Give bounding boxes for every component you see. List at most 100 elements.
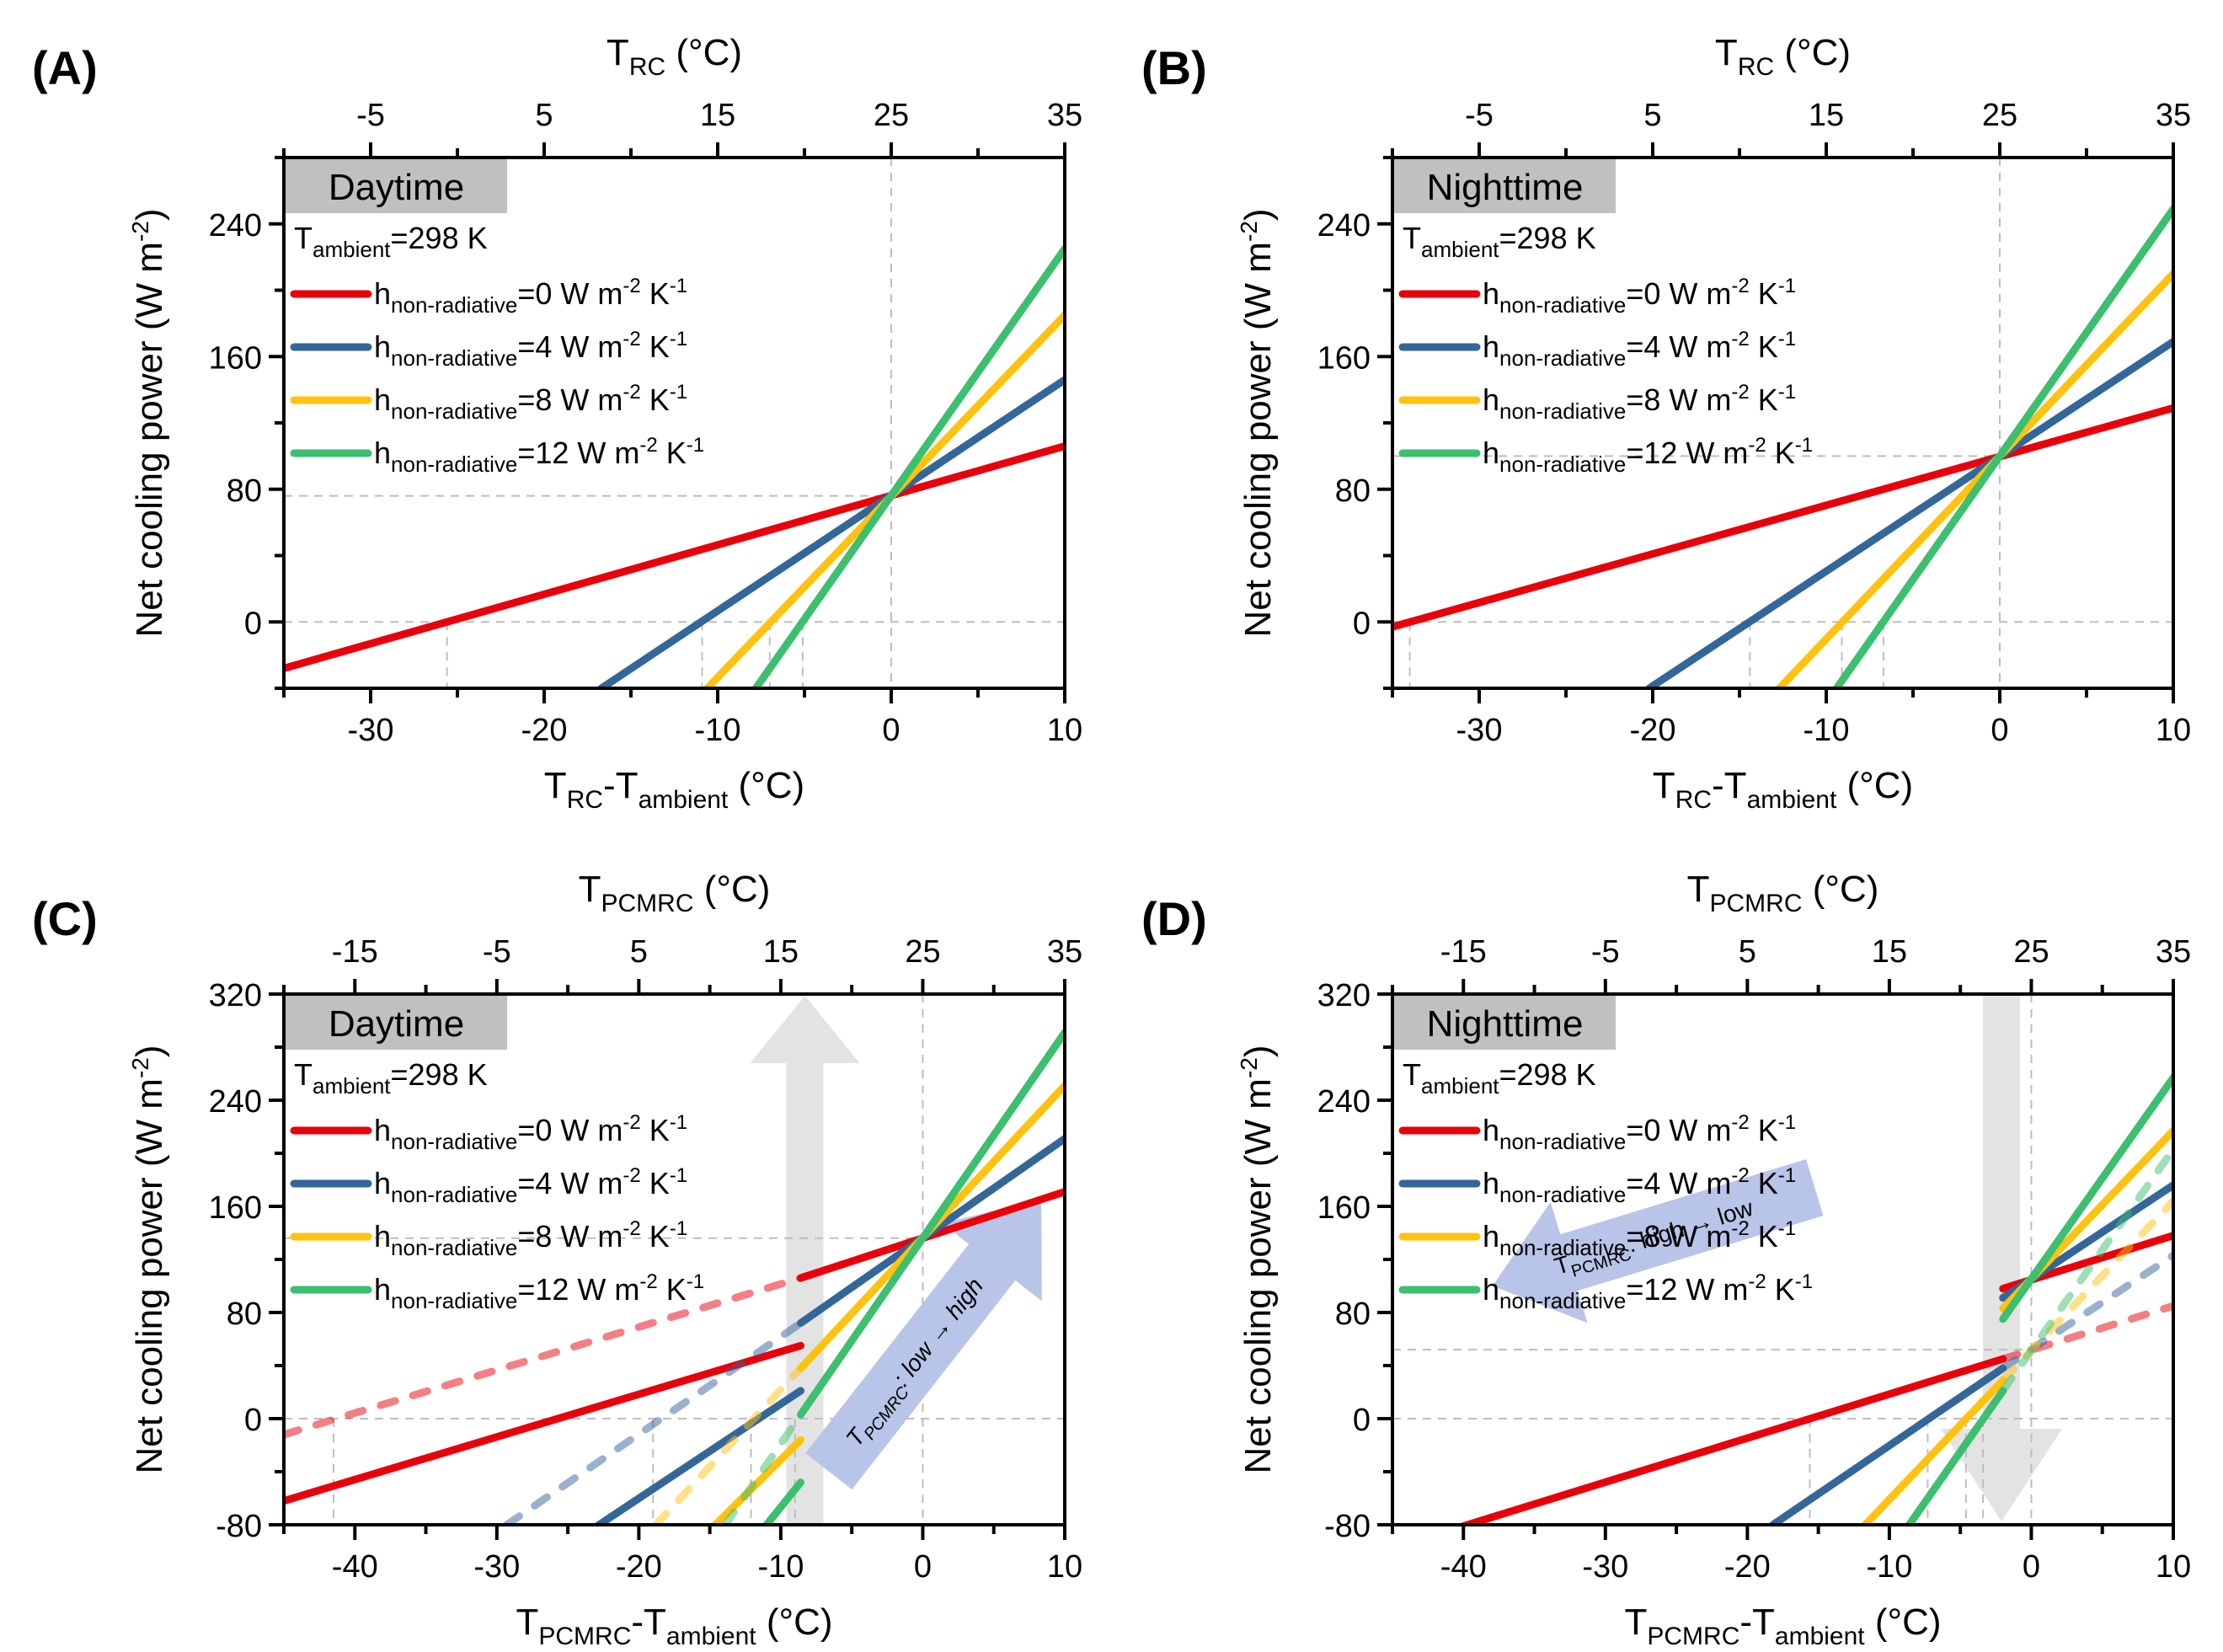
top-x-tick-label: 5 [1643,98,1661,133]
legend: hnon-radiative=0 W m-2 K-1 hnon-radiative… [1398,1111,1813,1313]
top-x-tick-label: 15 [700,98,735,133]
y-tick-label: 0 [244,1403,262,1438]
x-tick-label: 10 [2156,713,2191,748]
top-x-tick-label: 5 [630,934,648,970]
top-x-axis-title: TRC (°C) [607,32,742,81]
series-h4-solid [1645,338,2173,688]
panel-label: (A) [32,41,98,94]
y-tick-label: 0 [244,606,262,641]
phase-change-arrow [1941,996,2063,1521]
x-axis-title: TRC-Tambient (°C) [544,765,804,814]
x-tick-label: 0 [882,713,900,748]
series-h12-solid [1832,205,2173,688]
legend-label-h12: hnon-radiative=12 W m-2 K-1 [1483,1270,1813,1313]
condition-badge [286,159,507,213]
y-tick-label: 240 [1317,1084,1371,1120]
top-x-tick-label: 15 [1872,934,1907,970]
y-tick-label: 240 [209,208,262,243]
legend-label-h8: hnon-radiative=8 W m-2 K-1 [374,381,687,424]
series-h8-solid [1775,270,2173,688]
panel-label: (B) [1141,41,1207,94]
legend-label-h4: hnon-radiative=4 W m-2 K-1 [1483,328,1796,371]
y-tick-label: 80 [1335,473,1371,509]
x-tick-label: -30 [348,713,394,748]
phase-change-arrow [750,996,860,1523]
ambient-temperature-label: Tambient=298 K [294,1057,488,1099]
x-tick-label: -30 [1456,713,1503,748]
series-h4-solid [597,376,1065,688]
top-x-tick-label: -5 [1465,98,1494,133]
y-tick-label: 160 [209,1190,262,1226]
top-x-tick-label: 25 [1982,98,2017,133]
top-x-tick-label: 35 [1047,98,1082,133]
y-tick-label: 320 [209,978,262,1013]
series-h0-dashed [284,1274,805,1439]
y-tick-label: 240 [209,1084,262,1120]
panel-b: (B) -30 -20 -10 0 10 -5 5 15 25 35 0 80 160 240 TRC-Tam… [1141,32,2191,814]
x-tick-label: -30 [473,1549,520,1585]
top-x-tick-label: 35 [2156,98,2191,133]
series-h0-solid [284,442,1065,672]
condition-badge-label: Nighttime [1427,167,1584,208]
top-x-tick-label: 5 [1739,934,1756,970]
x-axis-title: TRC-Tambient (°C) [1653,765,1913,814]
top-x-tick-label: 15 [1809,98,1844,133]
x-tick-label: 10 [1047,1549,1082,1585]
y-axis-title: Net cooling power (W m-2) [1236,1045,1279,1473]
x-tick-label: -20 [1724,1549,1771,1585]
series-h8-dashed [652,1364,805,1525]
x-tick-label: -10 [1804,713,1850,748]
y-tick-label: 80 [1335,1296,1371,1332]
top-x-axis-title: TRC (°C) [1715,32,1851,81]
panel-label: (C) [32,892,98,945]
top-x-tick-label: -5 [483,934,511,970]
y-tick-label: 0 [1353,1403,1371,1438]
legend: hnon-radiative=0 W m-2 K-1 hnon-radiative… [290,1111,704,1313]
y-axis-title: Net cooling power (W m-2) [1236,208,1279,637]
x-tick-label: -20 [616,1549,662,1585]
legend-label-h4: hnon-radiative=4 W m-2 K-1 [374,1164,687,1207]
ambient-temperature-label: Tambient=298 K [1403,221,1596,262]
legend-label-h8: hnon-radiative=8 W m-2 K-1 [374,1217,687,1260]
top-x-tick-label: 5 [535,98,553,133]
legend-label-h0: hnon-radiative=0 W m-2 K-1 [1483,275,1796,318]
y-tick-label: 80 [227,473,262,509]
top-x-tick-label: -15 [1440,934,1487,970]
x-tick-label: -30 [1582,1549,1628,1585]
ambient-temperature-label: Tambient=298 K [294,221,488,262]
legend-label-h4: hnon-radiative=4 W m-2 K-1 [1483,1164,1796,1207]
legend-label-h12: hnon-radiative=12 W m-2 K-1 [374,434,704,477]
top-x-tick-label: 35 [1047,934,1082,970]
top-x-tick-label: 25 [2013,934,2049,970]
series-h12-dashed [1999,1145,2173,1395]
x-tick-label: 0 [1991,713,2008,748]
x-tick-label: 10 [2156,1549,2191,1585]
series-h12-solid [797,1029,1065,1419]
y-tick-label: 320 [1317,978,1371,1013]
legend-label-h0: hnon-radiative=0 W m-2 K-1 [374,275,687,318]
series-h8-solid [711,1435,805,1525]
legend-label-h4: hnon-radiative=4 W m-2 K-1 [374,328,687,371]
top-x-axis-title: TPCMRC (°C) [1687,869,1879,917]
x-tick-label: 10 [1047,713,1082,748]
series-h0-solid [1460,1355,2007,1525]
top-x-tick-label: 35 [2156,934,2191,970]
y-tick-label: 240 [1317,208,1371,243]
y-tick-label: 80 [227,1296,262,1332]
panel-label: (D) [1141,892,1207,945]
series-h4-dashed [503,1319,805,1525]
series-h12-solid [751,244,1065,688]
top-x-tick-label: 25 [905,934,940,970]
series-h0-solid [284,1341,805,1505]
series-h0-dashed [1999,1302,2173,1363]
legend-label-h12: hnon-radiative=12 W m-2 K-1 [374,1270,704,1313]
series-h4-solid [595,1387,805,1525]
y-tick-label: 160 [1317,340,1371,376]
x-tick-label: -20 [521,713,568,748]
y-tick-label: 160 [1317,1190,1371,1226]
condition-badge [1394,996,1616,1050]
x-tick-label: -40 [1440,1549,1487,1585]
x-tick-label: -10 [1866,1549,1912,1585]
legend-label-h8: hnon-radiative=8 W m-2 K-1 [1483,1217,1796,1260]
